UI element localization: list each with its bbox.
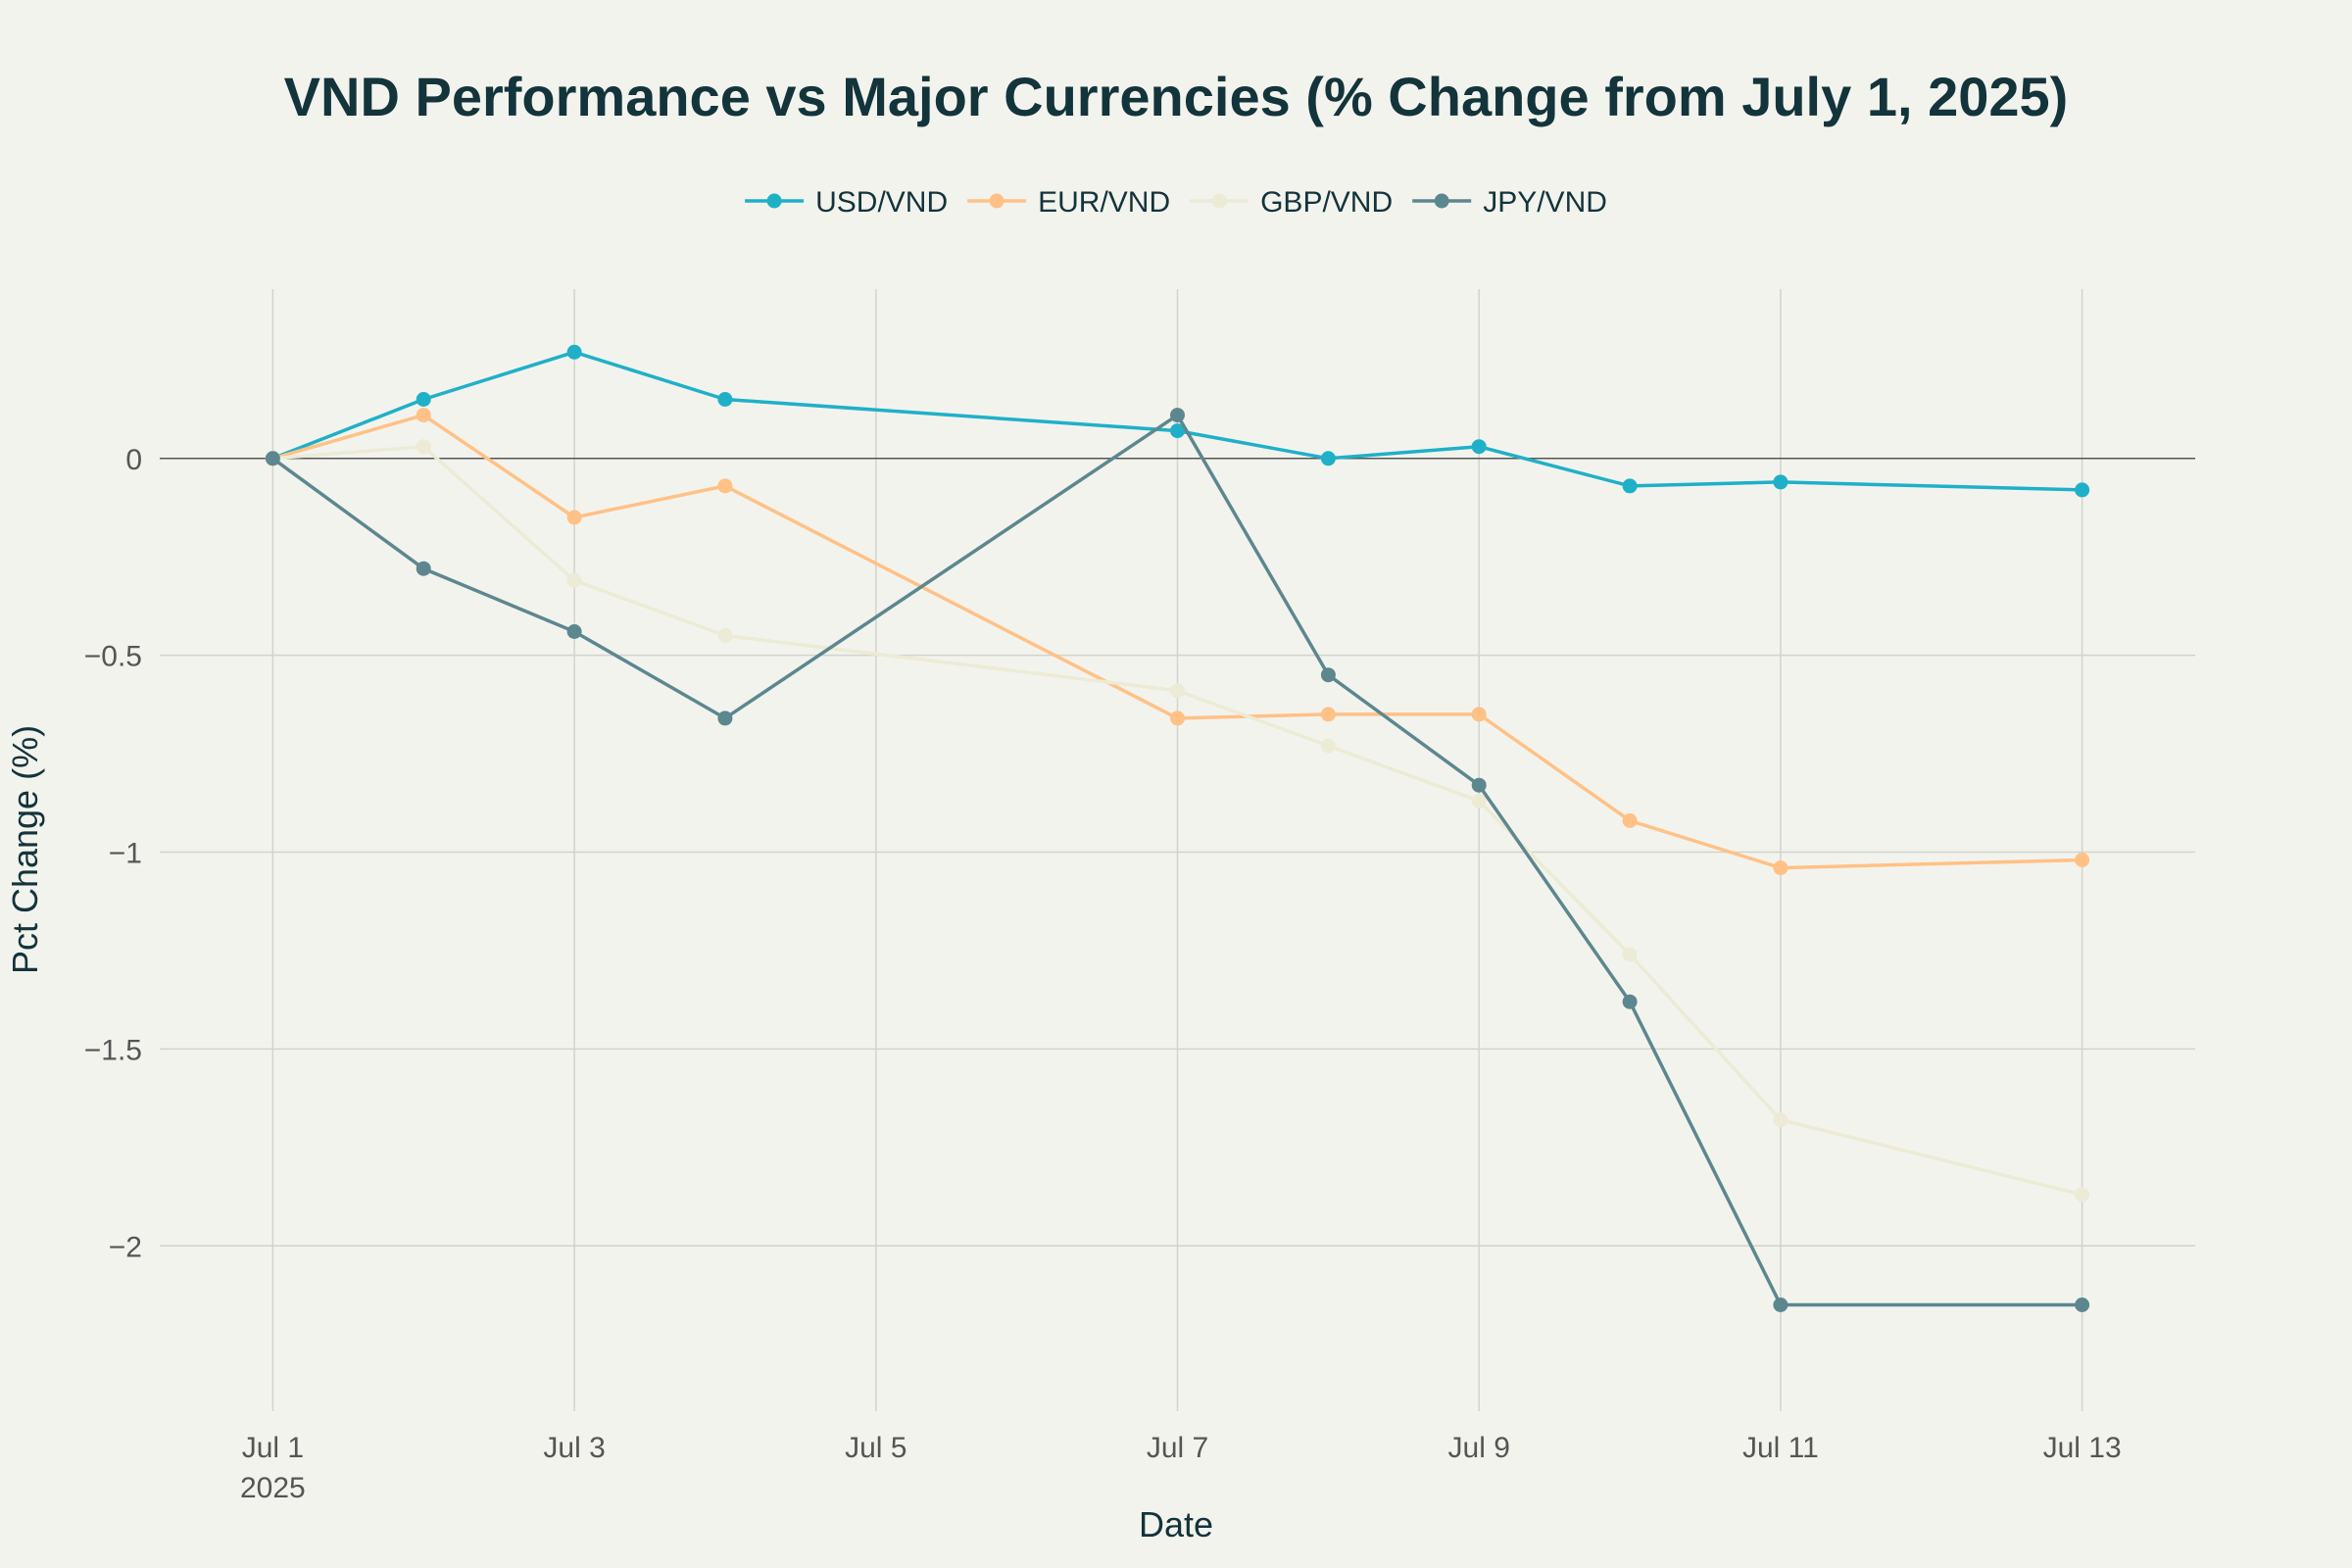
data-point[interactable] [1170, 423, 1185, 439]
x-axis-title: Date [1139, 1504, 1213, 1544]
data-point[interactable] [1170, 408, 1185, 423]
legend-item[interactable]: USD/VND [745, 186, 948, 219]
data-point[interactable] [1773, 474, 1788, 490]
x-tick-label: Jul 9 [1448, 1432, 1510, 1464]
data-point[interactable] [1622, 947, 1638, 962]
y-tick-label: 0 [125, 444, 142, 476]
data-point[interactable] [416, 439, 431, 455]
chart-title: VND Performance vs Major Currencies (% C… [284, 66, 2069, 127]
data-point[interactable] [1471, 777, 1487, 793]
y-axis-title: Pct Change (%) [5, 725, 45, 974]
data-point[interactable] [1320, 707, 1336, 722]
y-tick-label: −1 [109, 838, 142, 870]
data-point[interactable] [2075, 1298, 2090, 1312]
data-point[interactable] [566, 510, 582, 525]
data-point[interactable] [1471, 439, 1487, 455]
x-tick-label: Jul 7 [1147, 1432, 1208, 1464]
data-point[interactable] [1320, 738, 1336, 754]
data-point[interactable] [265, 451, 280, 466]
series-line [270, 413, 2084, 1307]
data-point[interactable] [1170, 710, 1185, 726]
series-layer [265, 344, 2090, 1312]
x-tick-year-label: 2025 [240, 1472, 306, 1504]
series-eur-vnd [265, 408, 2090, 876]
legend-item[interactable]: GBP/VND [1190, 186, 1393, 219]
x-tick-label: Jul 5 [845, 1432, 906, 1464]
series-gbp-vnd [265, 439, 2090, 1202]
legend-label: USD/VND [815, 186, 948, 219]
tick-labels: Jul 1 2025 Jul 3 Jul 5 Jul 7 Jul 9 Jul 11 Jul 1… [84, 444, 2122, 1504]
x-tick-label: Jul 13 [2043, 1432, 2122, 1464]
data-point[interactable] [717, 710, 733, 726]
data-point[interactable] [1773, 1112, 1788, 1128]
data-point[interactable] [1320, 667, 1336, 683]
legend-swatch-marker [989, 193, 1004, 209]
x-tick-label: Jul 1 [242, 1432, 304, 1464]
series-line [270, 413, 2084, 870]
data-point[interactable] [1471, 707, 1487, 722]
data-point[interactable] [1320, 451, 1336, 466]
legend-item[interactable]: JPY/VND [1412, 186, 1607, 219]
data-point[interactable] [2075, 1187, 2090, 1202]
data-point[interactable] [1773, 1298, 1788, 1312]
series-line [270, 350, 2084, 492]
data-point[interactable] [416, 392, 431, 407]
series-line [270, 444, 2084, 1197]
data-point[interactable] [1170, 683, 1185, 699]
data-point[interactable] [717, 628, 733, 643]
legend[interactable]: USD/VND EUR/VND GBP/VND JPY/VND [745, 186, 1607, 219]
series-jpy-vnd [265, 408, 2090, 1312]
legend-swatch-marker [1434, 193, 1449, 209]
y-tick-label: −2 [109, 1231, 142, 1263]
y-tick-label: −0.5 [84, 641, 142, 673]
data-point[interactable] [566, 344, 582, 360]
data-point[interactable] [416, 561, 431, 576]
data-point[interactable] [416, 408, 431, 423]
data-point[interactable] [566, 624, 582, 639]
data-point[interactable] [717, 478, 733, 494]
data-point[interactable] [2075, 853, 2090, 867]
legend-label: EUR/VND [1038, 186, 1170, 219]
data-point[interactable] [717, 392, 733, 407]
data-point[interactable] [2075, 482, 2090, 498]
x-tick-label: Jul 3 [543, 1432, 605, 1464]
legend-label: JPY/VND [1483, 186, 1607, 219]
data-point[interactable] [1471, 793, 1487, 808]
y-tick-label: −1.5 [84, 1034, 142, 1066]
legend-item[interactable]: EUR/VND [967, 186, 1170, 219]
legend-swatch-marker [1211, 193, 1227, 209]
data-point[interactable] [1622, 478, 1638, 494]
data-point[interactable] [1622, 812, 1638, 828]
data-point[interactable] [1622, 994, 1638, 1009]
grid [160, 289, 2195, 1411]
data-point[interactable] [566, 572, 582, 588]
data-point[interactable] [1773, 860, 1788, 876]
legend-swatch-marker [766, 193, 782, 209]
x-tick-label: Jul 11 [1742, 1432, 1819, 1464]
legend-label: GBP/VND [1260, 186, 1393, 219]
